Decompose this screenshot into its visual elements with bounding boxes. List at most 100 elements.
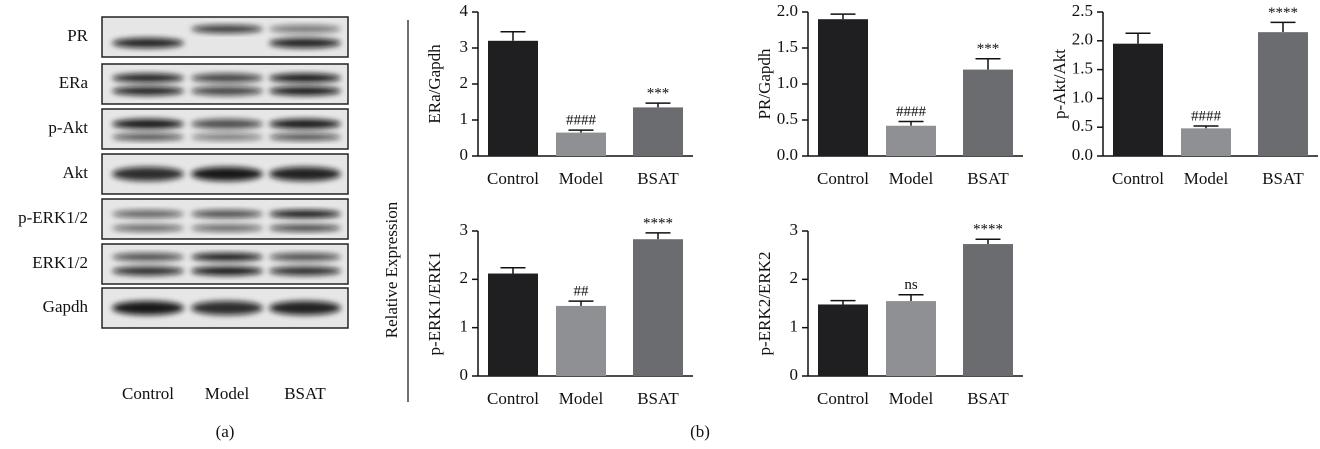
caption: (b) bbox=[690, 422, 710, 441]
bar bbox=[633, 107, 683, 156]
blot-row-label: p-Akt bbox=[48, 118, 88, 137]
y-tick-label: 2.5 bbox=[1072, 1, 1093, 20]
x-tick-label: Control bbox=[817, 169, 869, 188]
blot-band bbox=[269, 119, 341, 129]
bar bbox=[488, 40, 538, 156]
y-tick-label: 0 bbox=[790, 365, 799, 384]
blot-band bbox=[112, 73, 184, 83]
blot-band bbox=[191, 210, 263, 218]
y-tick-label: 1 bbox=[460, 109, 469, 128]
blot-band bbox=[191, 167, 263, 181]
y-tick-label: 2.0 bbox=[777, 1, 798, 20]
bar bbox=[818, 304, 868, 376]
y-axis-title: p-ERK1/ERK1 bbox=[425, 252, 444, 356]
significance-label: *** bbox=[977, 41, 1000, 57]
y-tick-label: 2 bbox=[460, 73, 469, 92]
y-tick-label: 0.0 bbox=[1072, 145, 1093, 164]
blot-band bbox=[112, 253, 184, 261]
blot-band bbox=[112, 301, 184, 315]
blot-band bbox=[269, 253, 341, 261]
x-tick-label: Model bbox=[1184, 169, 1229, 188]
blot-background bbox=[101, 243, 349, 285]
x-tick-label: BSAT bbox=[967, 169, 1009, 188]
y-tick-label: 3 bbox=[460, 37, 469, 56]
blot-row-label: ERa bbox=[59, 73, 89, 92]
blot-background bbox=[101, 16, 349, 58]
y-tick-label: 1 bbox=[460, 317, 469, 336]
blot-band bbox=[269, 167, 341, 181]
blot-band bbox=[269, 224, 341, 232]
blot-band bbox=[191, 86, 263, 96]
blot-background bbox=[101, 108, 349, 150]
y-tick-label: 2.0 bbox=[1072, 30, 1093, 49]
significance-label: #### bbox=[1191, 108, 1222, 124]
caption: (a) bbox=[216, 422, 235, 441]
blot-band bbox=[191, 73, 263, 83]
bar bbox=[1113, 43, 1163, 156]
x-tick-label: Control bbox=[487, 389, 539, 408]
y-tick-label: 2 bbox=[460, 268, 469, 287]
blot-band bbox=[269, 301, 341, 315]
y-tick-label: 2 bbox=[790, 268, 799, 287]
y-tick-label: 1.0 bbox=[777, 73, 798, 92]
blot-band bbox=[269, 133, 341, 141]
y-tick-label: 1.0 bbox=[1072, 87, 1093, 106]
blot-band bbox=[191, 253, 263, 261]
x-tick-label: BSAT bbox=[1262, 169, 1304, 188]
blot-row-label: ERK1/2 bbox=[32, 253, 88, 272]
blot-band bbox=[269, 38, 341, 48]
bar bbox=[1181, 128, 1231, 156]
significance-label: ns bbox=[904, 277, 918, 293]
blot-band bbox=[191, 25, 263, 33]
x-tick-label: Model bbox=[889, 169, 934, 188]
x-tick-label: Model bbox=[559, 389, 604, 408]
x-tick-label: Control bbox=[1112, 169, 1164, 188]
x-tick-label: Control bbox=[487, 169, 539, 188]
blot-lane-label: Model bbox=[205, 384, 250, 403]
y-axis-title: Relative Expression bbox=[382, 201, 401, 338]
blot-band bbox=[269, 86, 341, 96]
bar bbox=[886, 125, 936, 156]
significance-label: **** bbox=[973, 222, 1003, 238]
significance-label: #### bbox=[896, 104, 927, 120]
bar bbox=[963, 244, 1013, 376]
y-tick-label: 0.0 bbox=[777, 145, 798, 164]
blot-band bbox=[112, 224, 184, 232]
y-axis-title: p-Akt/Akt bbox=[1050, 49, 1069, 119]
blot-band bbox=[269, 73, 341, 83]
blot-band bbox=[191, 133, 263, 141]
blot-band bbox=[191, 301, 263, 315]
blot-band bbox=[269, 25, 341, 33]
blot-band bbox=[112, 167, 184, 181]
y-axis-title: p-ERK2/ERK2 bbox=[755, 252, 774, 356]
blot-band bbox=[191, 119, 263, 129]
significance-label: #### bbox=[566, 113, 597, 129]
bar bbox=[818, 19, 868, 157]
bar bbox=[556, 132, 606, 156]
bar bbox=[556, 305, 606, 376]
y-tick-label: 0.5 bbox=[1072, 116, 1093, 135]
bar bbox=[1258, 32, 1308, 156]
y-tick-label: 1.5 bbox=[1072, 59, 1093, 78]
blot-band bbox=[191, 266, 263, 276]
significance-label: **** bbox=[643, 215, 673, 231]
y-tick-label: 1.5 bbox=[777, 37, 798, 56]
y-tick-label: 0 bbox=[460, 365, 469, 384]
bar bbox=[633, 239, 683, 376]
bar bbox=[963, 69, 1013, 156]
significance-label: *** bbox=[647, 86, 670, 102]
y-tick-label: 3 bbox=[790, 220, 799, 239]
x-tick-label: BSAT bbox=[637, 389, 679, 408]
blot-band bbox=[191, 224, 263, 232]
blot-row-label: Akt bbox=[63, 163, 89, 182]
y-tick-label: 0.5 bbox=[777, 109, 798, 128]
x-tick-label: Control bbox=[817, 389, 869, 408]
blot-background bbox=[101, 198, 349, 240]
y-tick-label: 3 bbox=[460, 220, 469, 239]
y-tick-label: 1 bbox=[790, 317, 799, 336]
blot-row-label: PR bbox=[67, 26, 88, 45]
blot-band bbox=[269, 266, 341, 276]
blot-band bbox=[112, 38, 184, 48]
